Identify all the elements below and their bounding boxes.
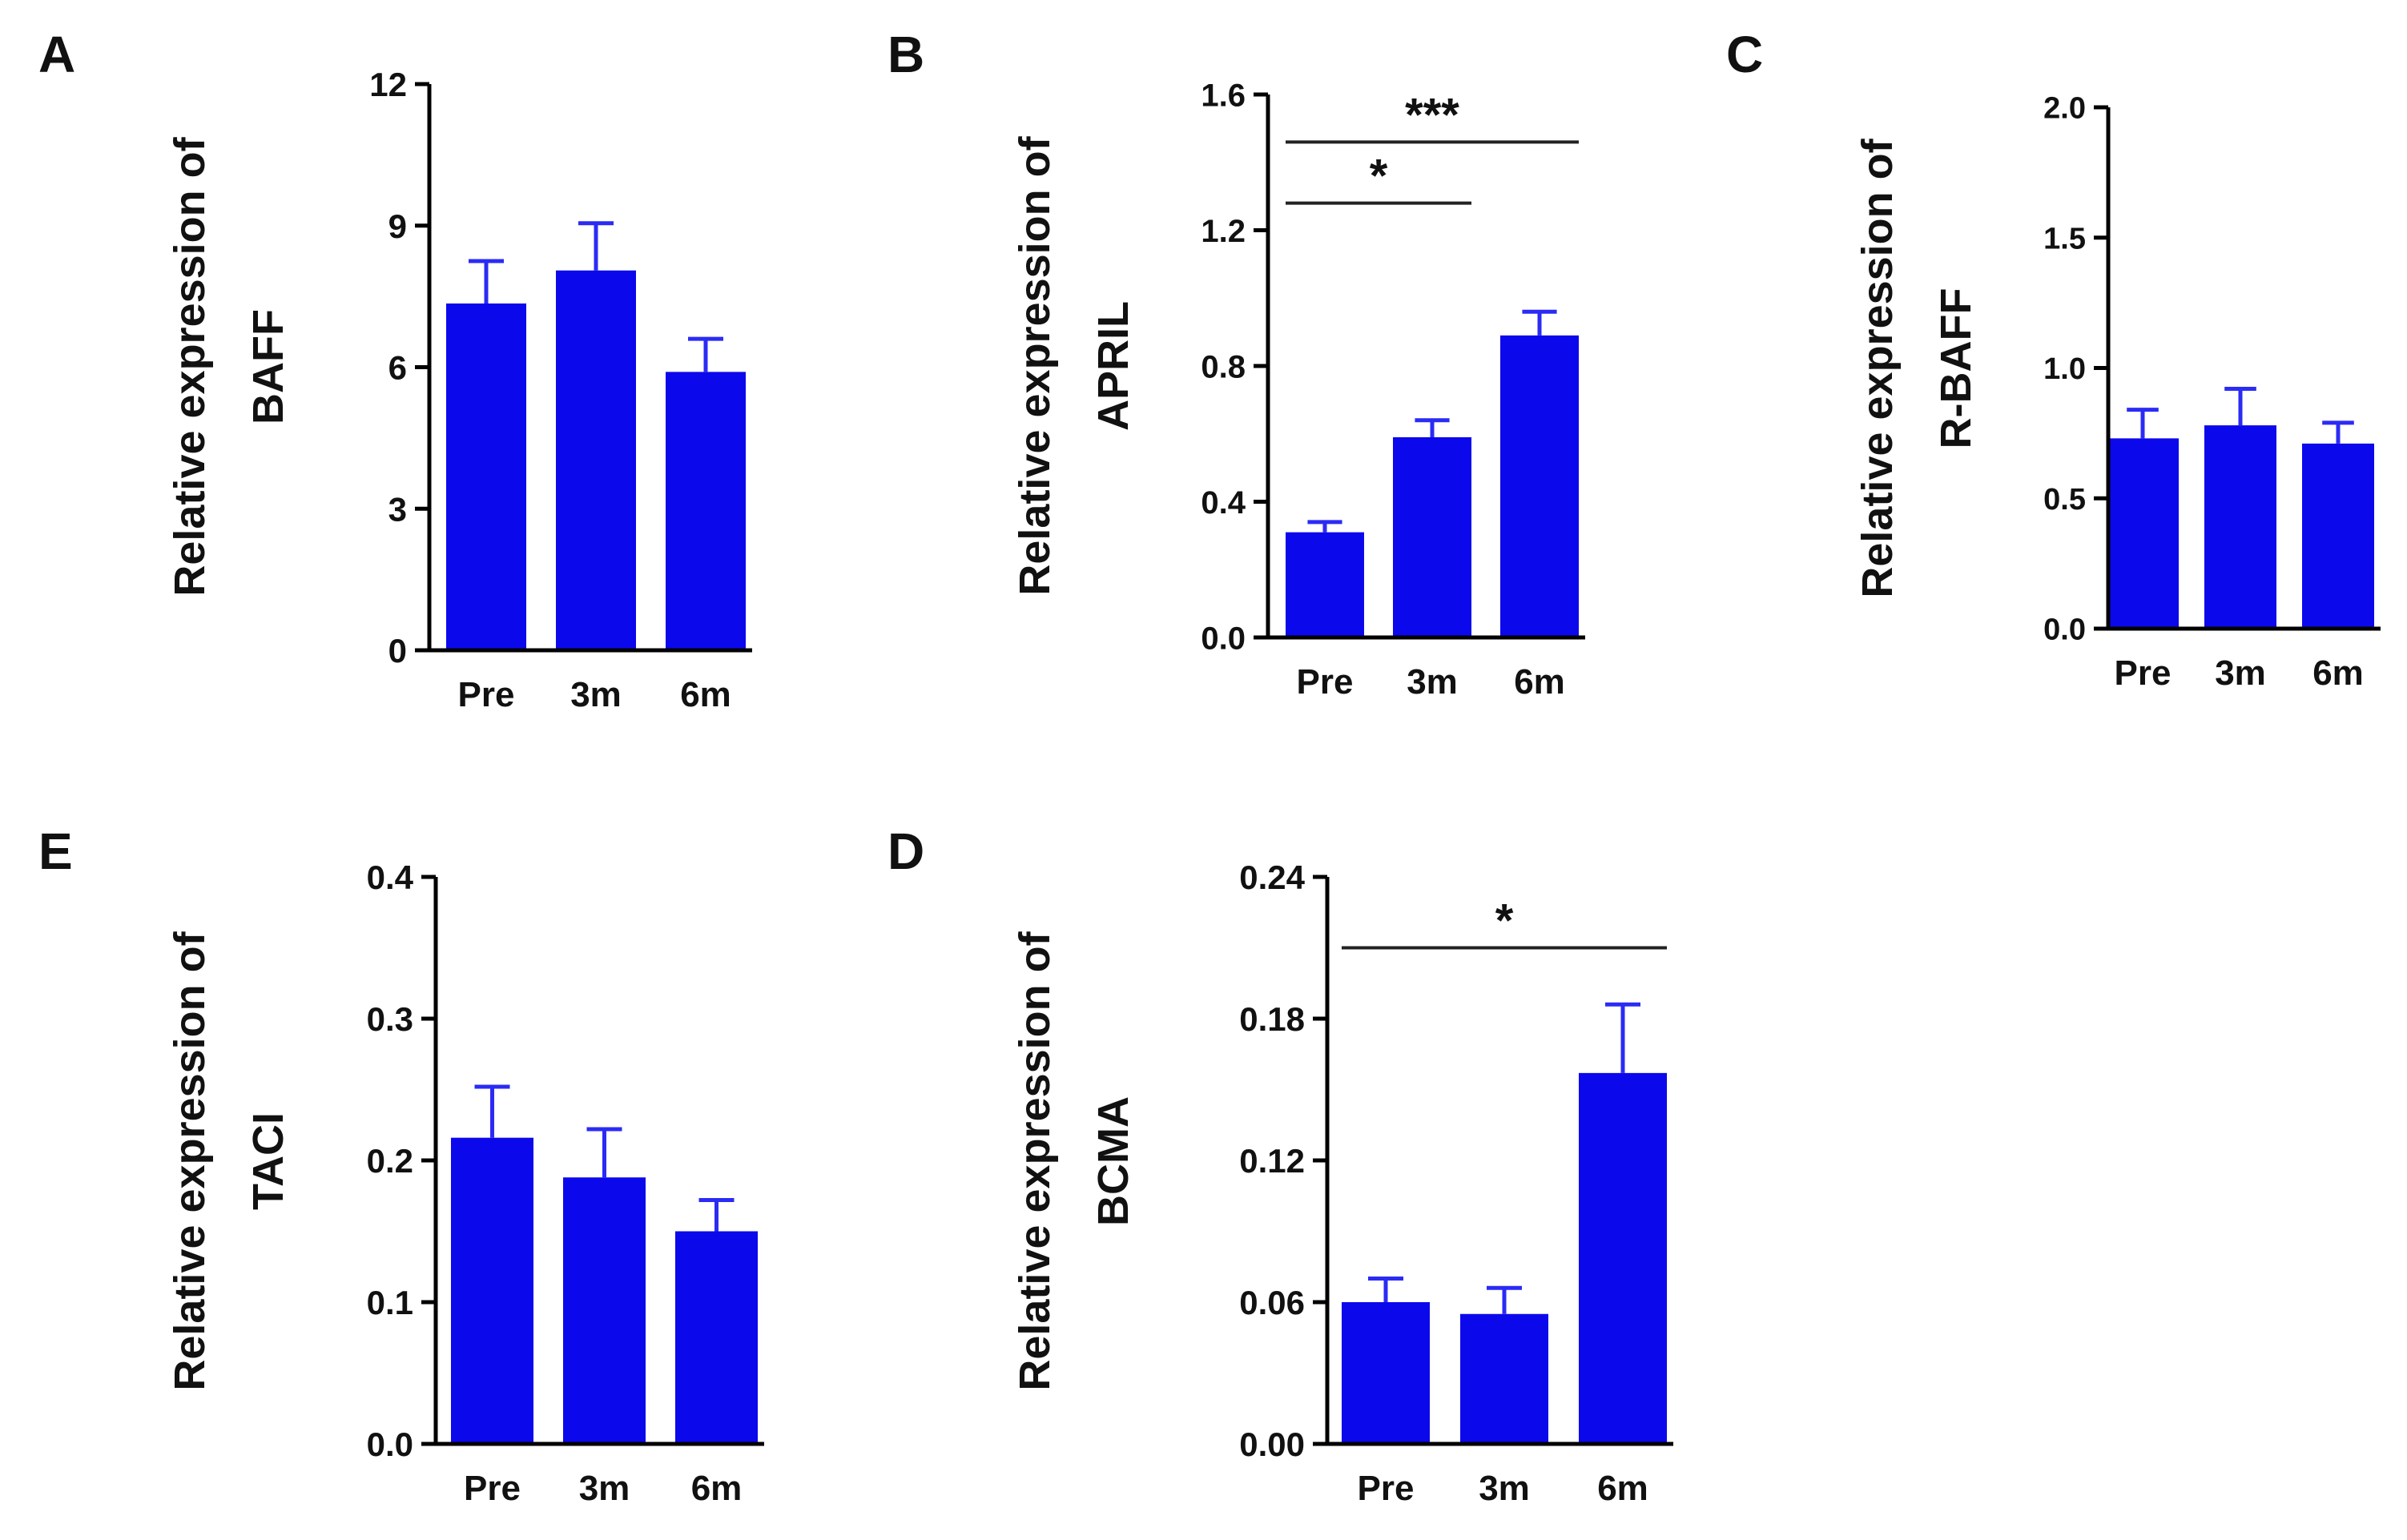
bar-3m bbox=[563, 1177, 646, 1444]
y-axis-gene-name: R-BAFF bbox=[1932, 288, 1980, 449]
y-tick-label: 0.0 bbox=[1201, 621, 1246, 656]
y-tick-label: 12 bbox=[369, 66, 407, 103]
y-tick-label: 0.4 bbox=[367, 858, 414, 896]
y-tick-label: 1.5 bbox=[2043, 222, 2086, 255]
y-axis-gene-name: BCMA bbox=[1089, 1096, 1137, 1226]
x-tick-label: 3m bbox=[1407, 662, 1458, 702]
panel-label: E bbox=[38, 822, 73, 880]
bar-pre bbox=[2107, 438, 2179, 629]
y-axis-gene-name: APRIL bbox=[1089, 301, 1137, 431]
y-tick-label: 0.0 bbox=[2043, 613, 2086, 647]
y-tick-label: 0.3 bbox=[367, 1000, 413, 1038]
y-tick-label: 0.12 bbox=[1239, 1142, 1305, 1180]
bar-6m bbox=[1500, 335, 1579, 637]
x-tick-label: 6m bbox=[680, 675, 731, 714]
x-tick-label: Pre bbox=[1297, 662, 1354, 702]
y-axis-title: Relative expression of bbox=[1854, 138, 1902, 597]
x-tick-label: 6m bbox=[691, 1469, 743, 1508]
panel-b: B Relative expression of APRIL Pre 3m 6m 0.0 0.… bbox=[888, 26, 1585, 702]
bar-3m bbox=[1393, 436, 1471, 637]
x-tick-label: 3m bbox=[2215, 653, 2266, 693]
y-tick-label: 0.06 bbox=[1239, 1284, 1305, 1321]
bar-pre bbox=[1342, 1302, 1430, 1444]
bar-pre bbox=[1286, 532, 1364, 637]
x-tick-label: 3m bbox=[1479, 1469, 1530, 1508]
x-tick-label: 6m bbox=[1514, 662, 1565, 702]
y-tick-label: 0.2 bbox=[367, 1142, 413, 1180]
error-bar-pre bbox=[469, 259, 504, 304]
error-bar-pre bbox=[1307, 520, 1342, 533]
panel-e: E Relative expression of TACI Pre 3m 6m 0.0 0.1… bbox=[38, 822, 764, 1508]
y-tick-label: 1.6 bbox=[1201, 78, 1246, 113]
error-bar-6m bbox=[698, 1198, 735, 1232]
y-tick-label: 0.4 bbox=[1201, 485, 1246, 521]
x-tick-label: Pre bbox=[464, 1469, 521, 1508]
y-tick-label: 0.8 bbox=[1201, 349, 1246, 384]
y-tick-label: 2.0 bbox=[2043, 92, 2086, 126]
significance-marker: *** bbox=[1405, 89, 1459, 141]
error-bar-6m bbox=[1522, 309, 1557, 336]
y-tick-label: 9 bbox=[388, 207, 407, 245]
panel-label: C bbox=[1726, 26, 1763, 83]
y-axis-gene-name: BAFF bbox=[244, 309, 292, 424]
y-tick-label: 0.24 bbox=[1239, 858, 1305, 896]
y-tick-label: 0 bbox=[388, 632, 407, 669]
x-tick-label: 6m bbox=[2312, 653, 2364, 693]
y-tick-label: 6 bbox=[388, 349, 407, 387]
panel-a: A Relative expression of BAFF Pre 3m 6m 0 3 6 9 12 bbox=[38, 26, 752, 714]
error-bar-6m bbox=[1605, 1002, 1640, 1073]
x-tick-label: Pre bbox=[1358, 1469, 1415, 1508]
y-tick-label: 0.0 bbox=[367, 1425, 413, 1463]
error-bar-pre bbox=[2127, 408, 2159, 439]
panel-d: D Relative expression of BCMA Pre 3m 6m 0.00 0.… bbox=[888, 822, 1673, 1508]
panel-label: A bbox=[38, 26, 75, 83]
y-tick-label: 3 bbox=[388, 490, 407, 528]
bar-6m bbox=[675, 1231, 758, 1444]
panel-label: D bbox=[888, 822, 924, 880]
error-bar-3m bbox=[1487, 1285, 1522, 1314]
error-bar-3m bbox=[1415, 418, 1450, 437]
y-axis-gene-name: TACI bbox=[244, 1112, 292, 1210]
bar-3m bbox=[1460, 1313, 1548, 1444]
error-bar-pre bbox=[1368, 1277, 1403, 1302]
y-axis-title: Relative expression of bbox=[1011, 931, 1059, 1390]
x-tick-label: 6m bbox=[1597, 1469, 1648, 1508]
y-tick-label: 0.18 bbox=[1239, 1000, 1305, 1038]
x-tick-label: Pre bbox=[2115, 653, 2172, 693]
bar-pre bbox=[446, 303, 526, 650]
bar-pre bbox=[451, 1137, 533, 1444]
error-bar-3m bbox=[578, 221, 614, 271]
y-tick-label: 0.1 bbox=[367, 1284, 413, 1321]
error-bar-3m bbox=[2224, 387, 2256, 426]
panel-c: C Relative expression of R-BAFF Pre 3m 6m 0.0 0… bbox=[1726, 26, 2381, 693]
x-tick-label: 3m bbox=[570, 675, 622, 714]
y-tick-label: 0.5 bbox=[2043, 483, 2086, 517]
bar-3m bbox=[556, 270, 636, 650]
error-bar-6m bbox=[688, 336, 723, 372]
bar-6m bbox=[1579, 1072, 1667, 1444]
error-bar-3m bbox=[586, 1127, 622, 1178]
bar-3m bbox=[2204, 425, 2276, 629]
panel-label: B bbox=[888, 26, 924, 83]
y-tick-label: 0.00 bbox=[1239, 1425, 1305, 1463]
error-bar-pre bbox=[474, 1084, 510, 1138]
y-axis-title: Relative expression of bbox=[1011, 135, 1059, 595]
y-tick-label: 1.0 bbox=[2043, 352, 2086, 386]
significance-marker: * bbox=[1495, 895, 1514, 947]
y-axis-title: Relative expression of bbox=[166, 931, 214, 1390]
error-bar-6m bbox=[2322, 420, 2354, 444]
x-tick-label: 3m bbox=[579, 1469, 630, 1508]
y-axis-title: Relative expression of bbox=[166, 136, 214, 596]
significance-marker: * bbox=[1370, 151, 1388, 203]
bar-6m bbox=[666, 372, 746, 650]
x-tick-label: Pre bbox=[458, 675, 515, 714]
y-tick-label: 1.2 bbox=[1201, 214, 1246, 249]
bar-6m bbox=[2302, 443, 2374, 629]
